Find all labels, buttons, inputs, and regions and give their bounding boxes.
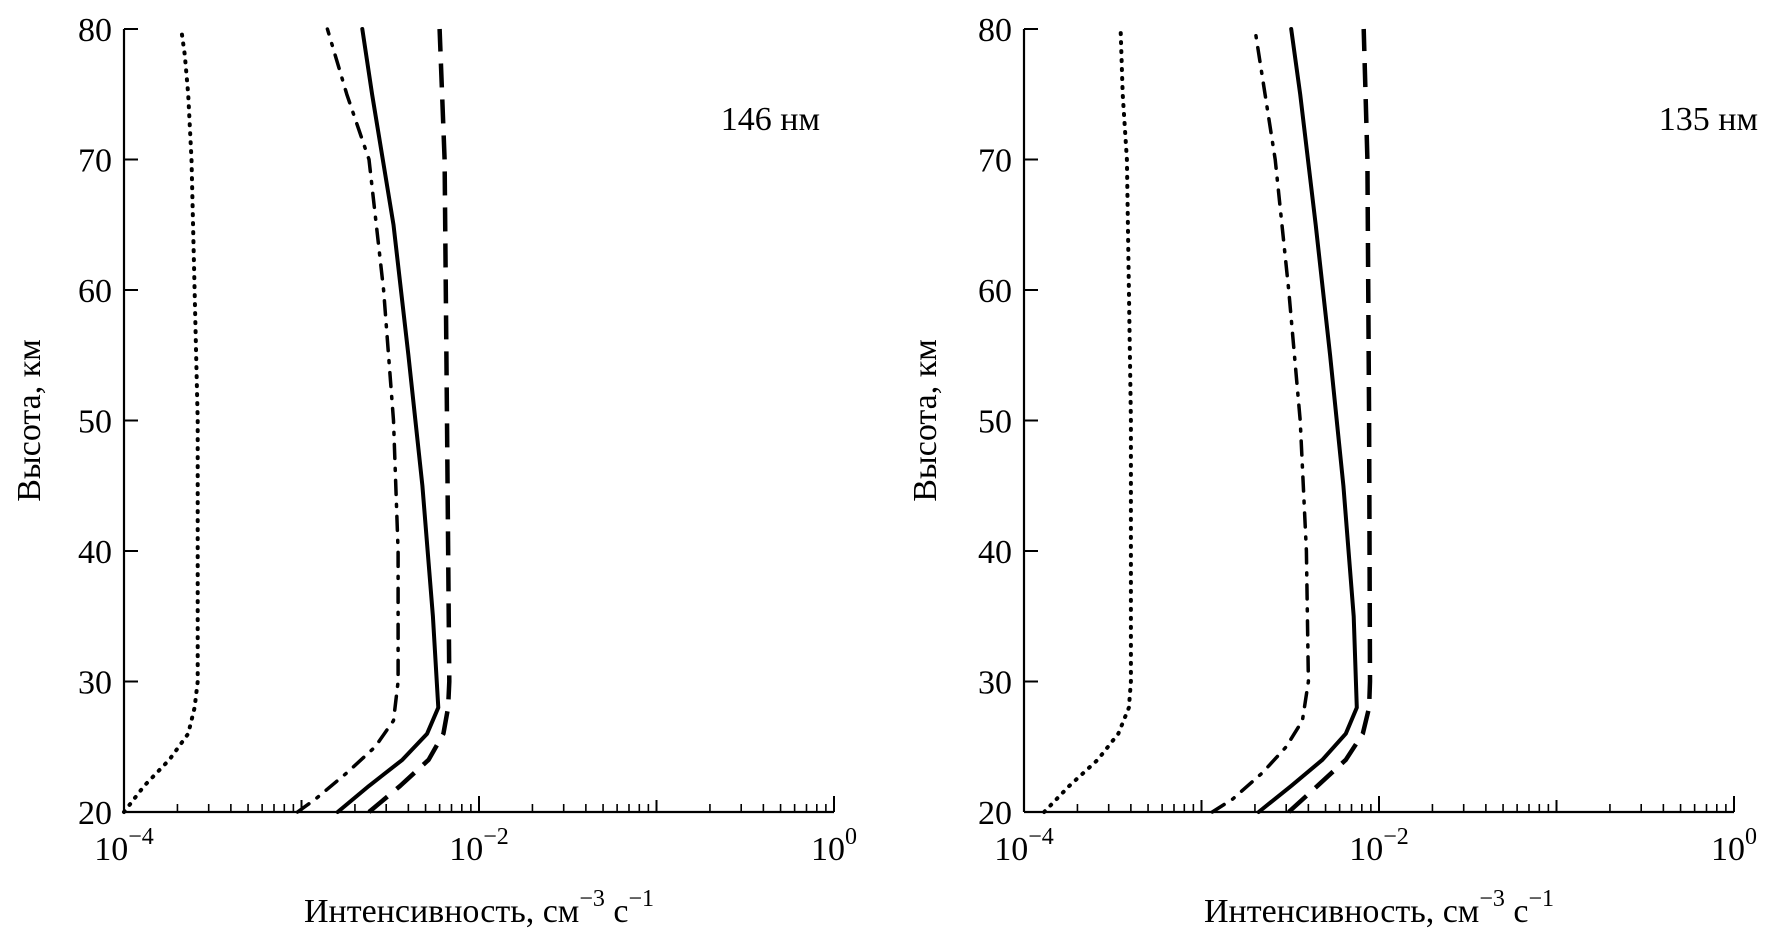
series-line-dashed bbox=[367, 28, 452, 814]
chart-panel-0: 10−4 10−2 100 20 30 40 50 60 70 80 Высота, км Интен… bbox=[11, 12, 857, 930]
y-tick-label: 60 bbox=[978, 273, 1012, 310]
series-line-dashdot bbox=[1210, 27, 1311, 814]
wavelength-annotation: 135 нм bbox=[1659, 101, 1758, 138]
x-tick-label: 10−4 bbox=[994, 824, 1054, 868]
y-tick-label: 20 bbox=[78, 795, 112, 832]
series-line-solid bbox=[335, 27, 441, 814]
x-tick-label: 10−2 bbox=[449, 824, 509, 868]
chart-panel-1: 10−4 10−2 100 20 30 40 50 60 70 80 Высота, км Интен… bbox=[907, 12, 1758, 930]
y-tick-label: 40 bbox=[978, 534, 1012, 571]
x-axis-title: Интенсивность, см−3 с−1 bbox=[304, 886, 654, 930]
y-axis-title: Высота, км bbox=[907, 339, 944, 502]
y-axis-title: Высота, км bbox=[11, 339, 48, 502]
y-tick-label: 60 bbox=[78, 273, 112, 310]
y-tick-label: 80 bbox=[78, 12, 112, 49]
series-line-dashdot bbox=[295, 27, 400, 814]
y-tick-label: 20 bbox=[978, 795, 1012, 832]
y-tick-label: 50 bbox=[978, 404, 1012, 441]
y-tick-label: 80 bbox=[978, 12, 1012, 49]
series-line-dashed bbox=[1287, 28, 1373, 814]
x-axis-title: Интенсивность, см−3 с−1 bbox=[1204, 886, 1554, 930]
y-tick-label: 30 bbox=[978, 665, 1012, 702]
y-tick-label: 40 bbox=[78, 534, 112, 571]
x-tick-label: 100 bbox=[1711, 824, 1757, 868]
wavelength-annotation: 146 нм bbox=[721, 101, 820, 138]
x-tick-label: 10−4 bbox=[94, 824, 154, 868]
series-line-solid bbox=[1256, 27, 1359, 814]
x-tick-label: 10−2 bbox=[1349, 824, 1409, 868]
y-tick-label: 50 bbox=[78, 404, 112, 441]
series-line-dotted bbox=[122, 27, 200, 814]
series-line-dotted bbox=[1042, 27, 1133, 814]
y-tick-label: 30 bbox=[78, 665, 112, 702]
y-tick-label: 70 bbox=[978, 143, 1012, 180]
x-tick-label: 100 bbox=[811, 824, 857, 868]
y-tick-label: 70 bbox=[78, 143, 112, 180]
